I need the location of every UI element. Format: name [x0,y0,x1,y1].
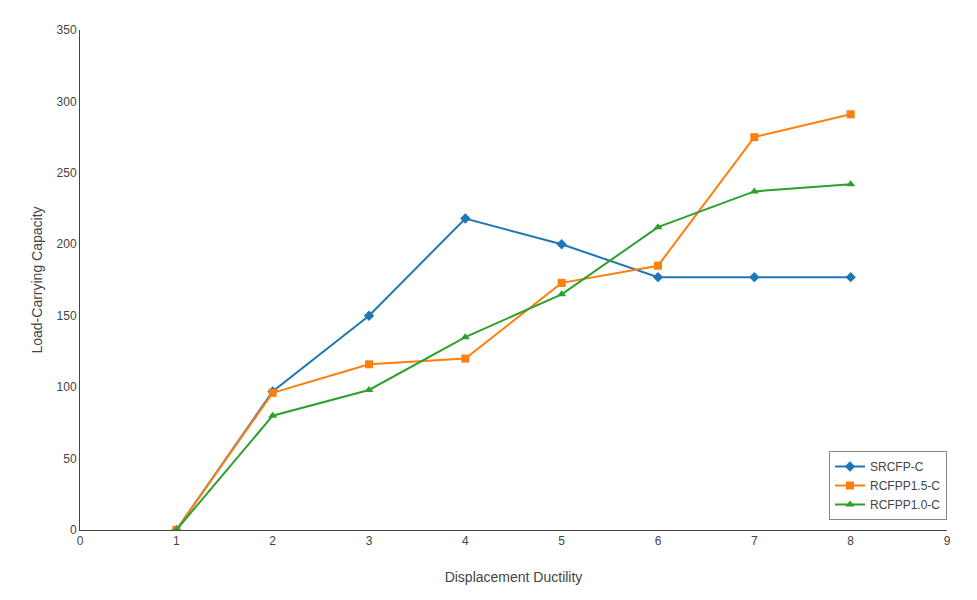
svg-text:1: 1 [173,534,180,548]
svg-text:50: 50 [63,452,77,466]
svg-text:SRCFP-C: SRCFP-C [870,460,924,474]
svg-text:100: 100 [57,380,77,394]
svg-text:0: 0 [70,523,77,537]
svg-text:RCFPP1.5-C: RCFPP1.5-C [870,479,940,493]
svg-text:3: 3 [366,534,373,548]
svg-text:350: 350 [57,23,77,37]
svg-text:9: 9 [944,534,951,548]
svg-text:0: 0 [77,534,84,548]
svg-text:300: 300 [57,95,77,109]
svg-text:2: 2 [269,534,276,548]
svg-text:Displacement Ductility: Displacement Ductility [445,569,583,585]
svg-text:8: 8 [847,534,854,548]
svg-text:150: 150 [57,309,77,323]
svg-text:Load-Carrying Capacity: Load-Carrying Capacity [29,206,45,353]
svg-text:200: 200 [57,237,77,251]
svg-text:7: 7 [751,534,758,548]
svg-text:5: 5 [558,534,565,548]
svg-text:250: 250 [57,166,77,180]
svg-text:4: 4 [462,534,469,548]
svg-text:RCFPP1.0-C: RCFPP1.0-C [870,498,940,512]
svg-text:6: 6 [655,534,662,548]
